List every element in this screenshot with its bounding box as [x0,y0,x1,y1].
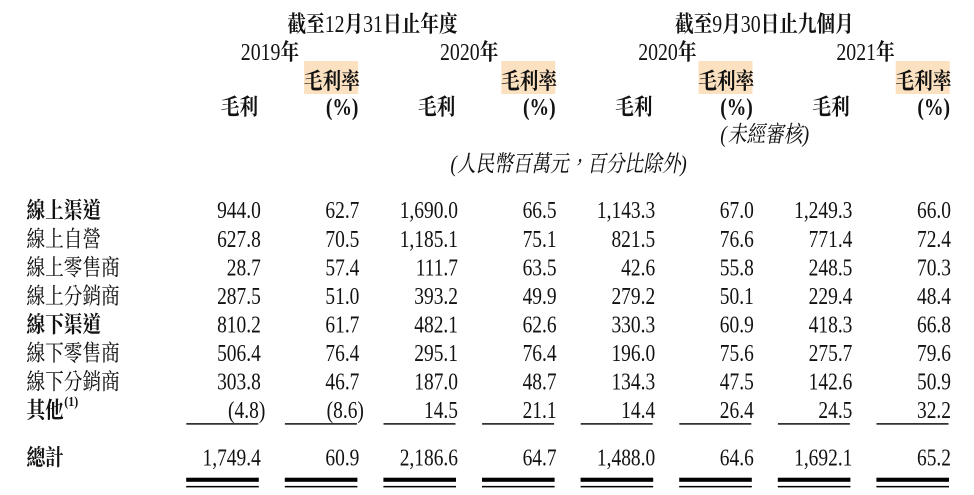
svg-text:196.0: 196.0 [611,340,655,366]
svg-text:2021: 2021 [836,38,876,66]
svg-text:64.7: 64.7 [523,445,557,471]
svg-text:47.5: 47.5 [720,369,754,395]
svg-text:2019: 2019 [241,38,281,66]
svg-text:1,249.3: 1,249.3 [794,197,852,223]
svg-text:51.0: 51.0 [325,283,359,309]
svg-text:75.6: 75.6 [720,340,754,366]
svg-text:50.1: 50.1 [720,283,754,309]
svg-text:70.3: 70.3 [917,254,951,280]
svg-text:75.1: 75.1 [523,226,557,252]
svg-text:63.5: 63.5 [523,254,557,280]
svg-text:2020: 2020 [440,38,480,66]
svg-text:187.0: 187.0 [414,369,458,395]
svg-text:1,185.1: 1,185.1 [400,226,458,252]
svg-text:66.8: 66.8 [917,312,951,338]
svg-text:(: ( [720,122,728,148]
svg-text:62.7: 62.7 [325,197,359,223]
svg-text:393.2: 393.2 [414,283,458,309]
svg-text:12: 12 [325,10,345,38]
svg-text:66.0: 66.0 [917,197,951,223]
svg-text:21.1: 21.1 [523,397,557,423]
svg-text:14.4: 14.4 [621,397,655,423]
svg-text:76.4: 76.4 [325,340,359,366]
svg-text:(8.6): (8.6) [327,397,364,423]
svg-text:42.6: 42.6 [621,254,655,280]
svg-text:(: ( [450,151,458,177]
svg-text:76.4: 76.4 [523,340,557,366]
svg-text:70.5: 70.5 [325,226,359,252]
svg-text:248.5: 248.5 [809,254,853,280]
svg-text:330.3: 330.3 [611,312,655,338]
svg-text:229.4: 229.4 [809,283,853,309]
svg-text:810.2: 810.2 [217,312,261,338]
svg-text:14.5: 14.5 [424,397,458,423]
svg-text:944.0: 944.0 [217,197,261,223]
svg-text:295.1: 295.1 [414,340,458,366]
svg-text:2020: 2020 [638,38,678,66]
svg-text:49.9: 49.9 [523,283,557,309]
svg-text:50.9: 50.9 [917,369,951,395]
svg-text:275.7: 275.7 [809,340,853,366]
svg-text:142.6: 142.6 [809,369,853,395]
svg-text:482.1: 482.1 [414,312,458,338]
svg-text:279.2: 279.2 [611,283,655,309]
svg-text:55.8: 55.8 [720,254,754,280]
svg-text:(1): (1) [64,393,78,409]
svg-text:28.7: 28.7 [227,254,261,280]
svg-text:1,749.4: 1,749.4 [203,445,261,471]
svg-text:48.7: 48.7 [523,369,557,395]
svg-text:1,692.1: 1,692.1 [794,445,852,471]
svg-text:(%): (%) [917,93,950,120]
svg-text:46.7: 46.7 [325,369,359,395]
svg-text:66.5: 66.5 [523,197,557,223]
svg-text:65.2: 65.2 [917,445,951,471]
svg-text:48.4: 48.4 [917,283,951,309]
svg-text:1,143.3: 1,143.3 [597,197,655,223]
svg-text:31: 31 [363,10,383,38]
svg-text:(%): (%) [326,93,359,120]
svg-text:72.4: 72.4 [917,226,951,252]
svg-text:24.5: 24.5 [818,397,852,423]
svg-text:76.6: 76.6 [720,226,754,252]
svg-text:303.8: 303.8 [217,369,261,395]
svg-text:287.5: 287.5 [217,283,261,309]
svg-text:(%): (%) [720,93,753,120]
svg-text:79.6: 79.6 [917,340,951,366]
svg-text:64.6: 64.6 [720,445,754,471]
svg-text:627.8: 627.8 [217,226,261,252]
svg-text:26.4: 26.4 [720,397,754,423]
svg-text:111.7: 111.7 [416,254,458,280]
svg-text:418.3: 418.3 [809,312,853,338]
svg-text:): ) [801,122,809,148]
svg-text:57.4: 57.4 [325,254,359,280]
svg-text:2,186.6: 2,186.6 [400,445,458,471]
svg-text:1,488.0: 1,488.0 [597,445,655,471]
svg-text:(4.8): (4.8) [228,397,265,423]
svg-text:67.0: 67.0 [720,197,754,223]
svg-text:506.4: 506.4 [217,340,261,366]
svg-text:30: 30 [741,10,761,38]
svg-text:60.9: 60.9 [325,445,359,471]
svg-text:32.2: 32.2 [917,397,951,423]
svg-text:821.5: 821.5 [611,226,655,252]
svg-text:1,690.0: 1,690.0 [400,197,458,223]
svg-text:9: 9 [712,10,722,38]
svg-text:62.6: 62.6 [523,312,557,338]
svg-text:61.7: 61.7 [325,312,359,338]
svg-text:771.4: 771.4 [809,226,853,252]
svg-text:(%): (%) [523,93,556,120]
svg-text:): ) [678,151,686,177]
svg-text:134.3: 134.3 [611,369,655,395]
svg-text:60.9: 60.9 [720,312,754,338]
